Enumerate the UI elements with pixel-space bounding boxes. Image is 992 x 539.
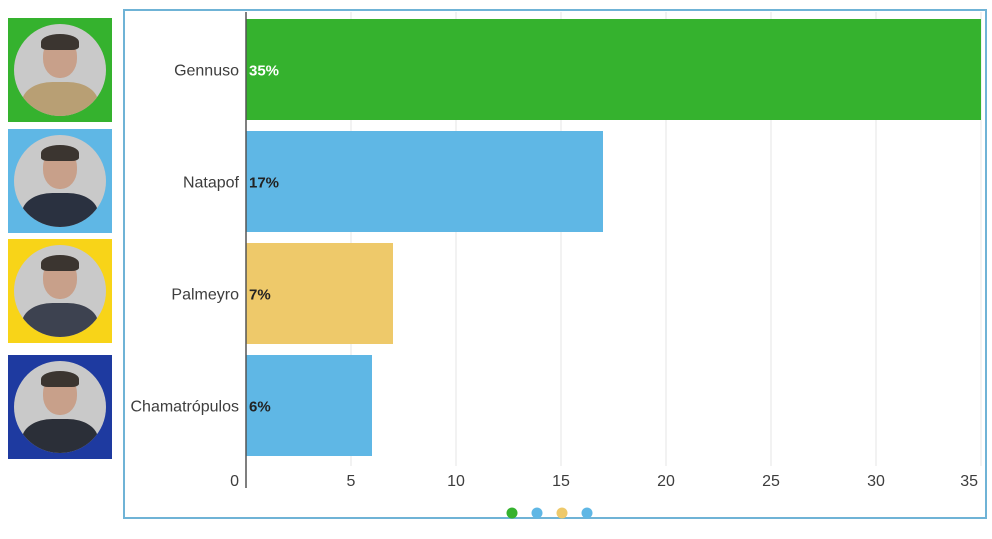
x-tick-label: 20 [657,473,675,490]
bar-3 [246,355,372,456]
legend-dot-1 [531,507,543,519]
category-label: Natapof [183,175,240,192]
x-tick-label: 15 [552,473,570,490]
x-tick-label: 30 [867,473,885,490]
portrait-palmeyro [8,239,112,343]
portrait-chamatrpulos [8,355,112,459]
category-label: Gennuso [174,63,239,80]
x-tick-label: 35 [960,473,978,490]
candidate-portraits [0,0,120,539]
x-tick-label: 25 [762,473,780,490]
data-label: 35% [249,63,279,80]
portrait-natapof [8,129,112,233]
bar-1 [246,131,603,232]
legend-dot-0 [506,507,518,519]
x-tick-label: 5 [347,473,356,490]
category-label: Chamatrópulos [131,399,240,416]
portrait-photo [14,135,106,227]
legend-dot-2 [556,507,568,519]
portrait-photo [14,361,106,453]
bar-0 [246,19,981,120]
category-label: Palmeyro [171,287,239,304]
x-tick-label: 0 [230,473,239,490]
data-label: 17% [249,175,279,192]
data-label: 6% [249,399,271,416]
x-tick-label: 10 [447,473,465,490]
portrait-photo [14,245,106,337]
data-label: 7% [249,287,271,304]
portrait-gennuso [8,18,112,122]
bar-2 [246,243,393,344]
legend-dot-3 [581,507,593,519]
portrait-photo [14,24,106,116]
